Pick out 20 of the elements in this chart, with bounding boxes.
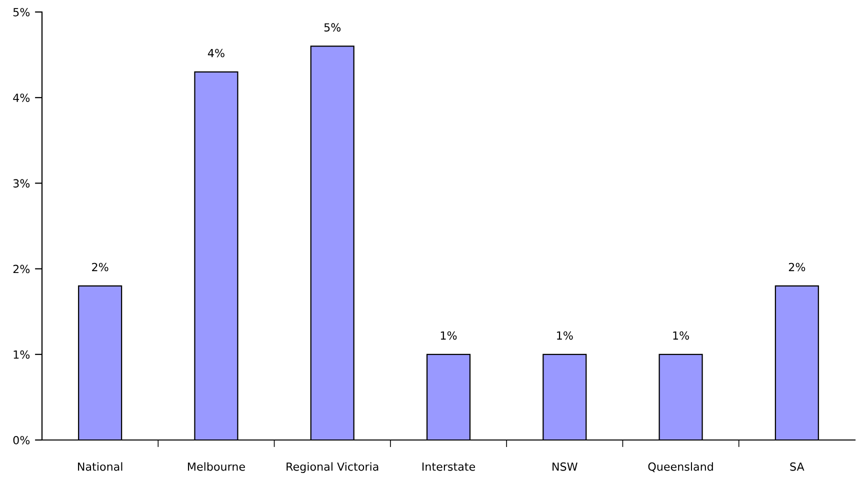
x-tick-label: Regional Victoria [286,462,378,473]
data-label: 2% [788,262,806,272]
x-tick-label: Interstate [422,462,476,471]
y-tick-label: 5% [13,8,30,16]
y-tick-label: 0% [13,436,30,444]
data-label: 1% [673,331,689,340]
x-tick-label: NSW [552,462,578,471]
x-tick-label: Queensland [648,462,713,472]
x-tick-label: National [78,462,122,471]
data-label: 2% [92,262,108,272]
data-label: 1% [557,331,573,340]
data-label: 4% [208,48,224,58]
x-tick-label: SA [790,462,804,471]
data-label: 5% [324,23,341,32]
y-tick-label: 2% [13,264,30,274]
y-tick-label: 3% [13,179,30,188]
y-tick-label: 1% [14,350,30,359]
data-label: 1% [440,331,457,340]
x-tick-label: Melbourne [188,462,245,471]
y-tick-label: 4% [13,94,30,102]
